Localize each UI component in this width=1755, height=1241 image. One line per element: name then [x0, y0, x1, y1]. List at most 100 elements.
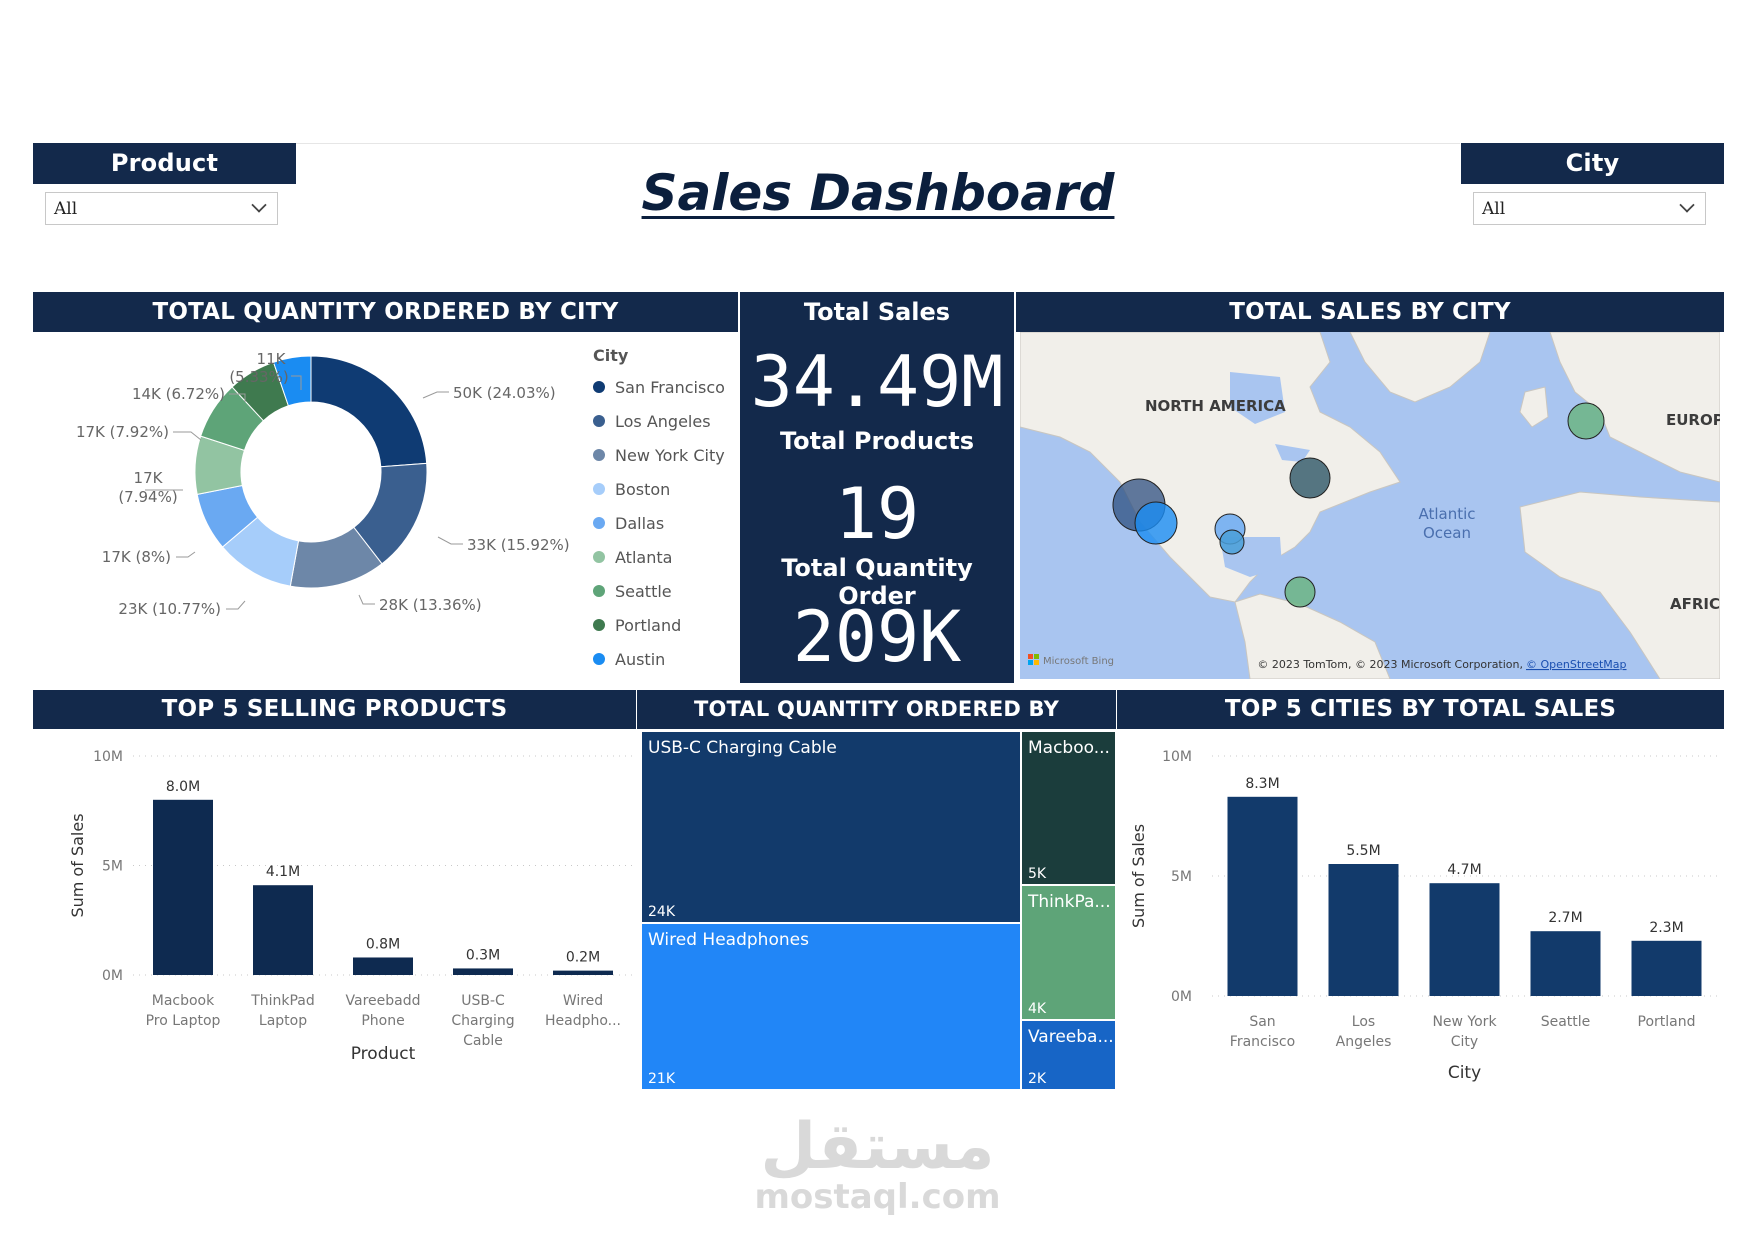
- city-slicer: City All: [1461, 143, 1724, 290]
- legend-label: Atlanta: [615, 547, 673, 567]
- products-bar-panel: TOP 5 SELLING PRODUCTS 0M 5M 10M Sum of Sal…: [33, 690, 636, 1090]
- bar-los-angeles[interactable]: [1328, 864, 1399, 996]
- legend-item-atlanta[interactable]: Atlanta: [593, 540, 733, 574]
- treemap-cell-wired[interactable]: Wired Headphones 21K: [642, 924, 1020, 1089]
- data-label: 2.3M: [1649, 920, 1683, 936]
- legend-marker: [593, 381, 605, 393]
- leader-line: [291, 375, 302, 390]
- legend-item-portland[interactable]: Portland: [593, 608, 733, 642]
- data-label: 0.2M: [566, 950, 600, 966]
- donut-slice-austin[interactable]: [272, 355, 312, 407]
- product-slicer: Product All: [33, 143, 296, 290]
- y-tick-label: 0M: [102, 968, 123, 984]
- donut-slice-san-francisco[interactable]: [310, 355, 428, 468]
- treemap-cell-thinkpad[interactable]: ThinkPa... 4K: [1022, 886, 1115, 1019]
- x-tick-label: Francisco: [1230, 1034, 1295, 1050]
- legend-marker: [593, 483, 605, 495]
- product-dropdown[interactable]: All: [45, 192, 278, 225]
- x-tick-label: Phone: [361, 1013, 404, 1029]
- legend-marker: [593, 449, 605, 461]
- legend-marker: [593, 585, 605, 597]
- bubble-new-york: [1289, 457, 1331, 499]
- total-sales-value: 34.49M: [750, 341, 1004, 423]
- legend-item-dallas[interactable]: Dallas: [593, 506, 733, 540]
- y-tick-label: 5M: [1171, 869, 1192, 885]
- bing-logo-icon: [1028, 654, 1033, 659]
- total-quantity-value: 209K: [792, 596, 962, 678]
- europe-land: [1549, 332, 1720, 483]
- uk-land: [1519, 386, 1549, 428]
- total-sales-label: Total Sales: [803, 298, 951, 326]
- product-slicer-header: Product: [33, 143, 296, 184]
- y-tick-label: 5M: [102, 859, 123, 875]
- chevron-down-icon: [251, 197, 267, 213]
- legend-item-seattle[interactable]: Seattle: [593, 574, 733, 608]
- total-products-label: Total Products: [779, 427, 975, 455]
- leader-line: [422, 391, 449, 399]
- legend-item-austin[interactable]: Austin: [593, 642, 733, 676]
- data-label-austin-2: (5.33%): [229, 368, 288, 386]
- x-tick-label: Headpho...: [545, 1013, 621, 1029]
- bar-usb-c-charging-cable[interactable]: [453, 968, 513, 975]
- bar-new-york-city[interactable]: [1429, 883, 1500, 996]
- data-label-portland: 14K (6.72%): [132, 385, 225, 403]
- treemap-name: ThinkPa...: [1028, 892, 1111, 912]
- map-attribution-link: © OpenStreetMap: [1526, 658, 1627, 671]
- legend-label: Los Angeles: [615, 411, 711, 431]
- map-panel: TOTAL SALES BY CITY NORTH AMERICA EUROPE…: [1016, 292, 1724, 683]
- total-quantity-label: Total Quantity Order: [781, 554, 973, 610]
- y-axis-title: Sum of Sales: [68, 813, 87, 917]
- data-label-atlanta-2: (7.94%): [118, 488, 177, 506]
- x-tick-label: San: [1249, 1014, 1275, 1030]
- legend-label: Portland: [615, 615, 682, 635]
- legend-item-boston[interactable]: Boston: [593, 472, 733, 506]
- leader-line: [176, 551, 196, 558]
- bar-thinkpad-laptop[interactable]: [253, 885, 313, 975]
- bar-wired-headphones[interactable]: [553, 970, 613, 975]
- bar-vareebadd-phone[interactable]: [353, 957, 413, 975]
- treemap-value: 21K: [648, 1071, 675, 1087]
- x-tick-label: Cable: [463, 1033, 503, 1049]
- donut-header: TOTAL QUANTITY ORDERED BY CITY: [33, 292, 738, 332]
- x-tick-label: Portland: [1638, 1014, 1696, 1030]
- leader-line: [226, 600, 246, 610]
- treemap-cell-macbook[interactable]: Macboo... 5K: [1022, 732, 1115, 884]
- leader-line: [358, 594, 375, 605]
- treemap-cell-usbc[interactable]: USB-C Charging Cable 24K: [642, 732, 1020, 922]
- bar-san-francisco[interactable]: [1227, 796, 1298, 996]
- legend-label: San Francisco: [615, 377, 725, 397]
- city-dropdown[interactable]: All: [1473, 192, 1706, 225]
- bar-portland[interactable]: [1631, 940, 1702, 996]
- treemap-name: Vareeba...: [1028, 1027, 1114, 1047]
- legend-item-san-francisco[interactable]: San Francisco: [593, 370, 733, 404]
- donut-legend: City San Francisco Los Angeles New York Ci…: [593, 342, 733, 676]
- bar-macbook-pro-laptop[interactable]: [153, 799, 213, 975]
- kpi-panel: Total Sales 34.49M Total Products 19 Tot…: [740, 292, 1014, 683]
- treemap-value: 5K: [1028, 866, 1047, 882]
- cities-bar-header: TOP 5 CITIES BY TOTAL SALES: [1117, 690, 1724, 729]
- legend-label: Austin: [615, 649, 666, 669]
- legend-item-new-york-city[interactable]: New York City: [593, 438, 733, 472]
- treemap-cell-vareebadd[interactable]: Vareeba... 2K: [1022, 1021, 1115, 1089]
- great-lakes: [1275, 444, 1310, 462]
- watermark: مستقل mostaql.com: [700, 1115, 1055, 1216]
- x-tick-label: Seattle: [1541, 1014, 1591, 1030]
- watermark-arabic: مستقل: [760, 1110, 995, 1184]
- bar-seattle[interactable]: [1530, 931, 1601, 996]
- bubble-europe: [1567, 402, 1605, 440]
- legend-marker: [593, 415, 605, 427]
- city-dropdown-value: All: [1482, 198, 1506, 219]
- x-tick-label: Angeles: [1336, 1034, 1392, 1050]
- donut-chart: 50K (24.03%) 33K (15.92%) 28K (13.36%) 2…: [76, 350, 570, 618]
- treemap-name: Wired Headphones: [648, 930, 809, 950]
- treemap-value: 2K: [1028, 1071, 1047, 1087]
- data-label: 8.3M: [1245, 776, 1279, 792]
- data-label: 5.5M: [1346, 843, 1380, 859]
- data-label: 4.1M: [266, 864, 300, 880]
- legend-label: Boston: [615, 479, 671, 499]
- y-tick-label: 10M: [93, 749, 123, 765]
- legend-label: Dallas: [615, 513, 665, 533]
- legend-item-los-angeles[interactable]: Los Angeles: [593, 404, 733, 438]
- x-tick-label: Vareebadd: [346, 993, 421, 1009]
